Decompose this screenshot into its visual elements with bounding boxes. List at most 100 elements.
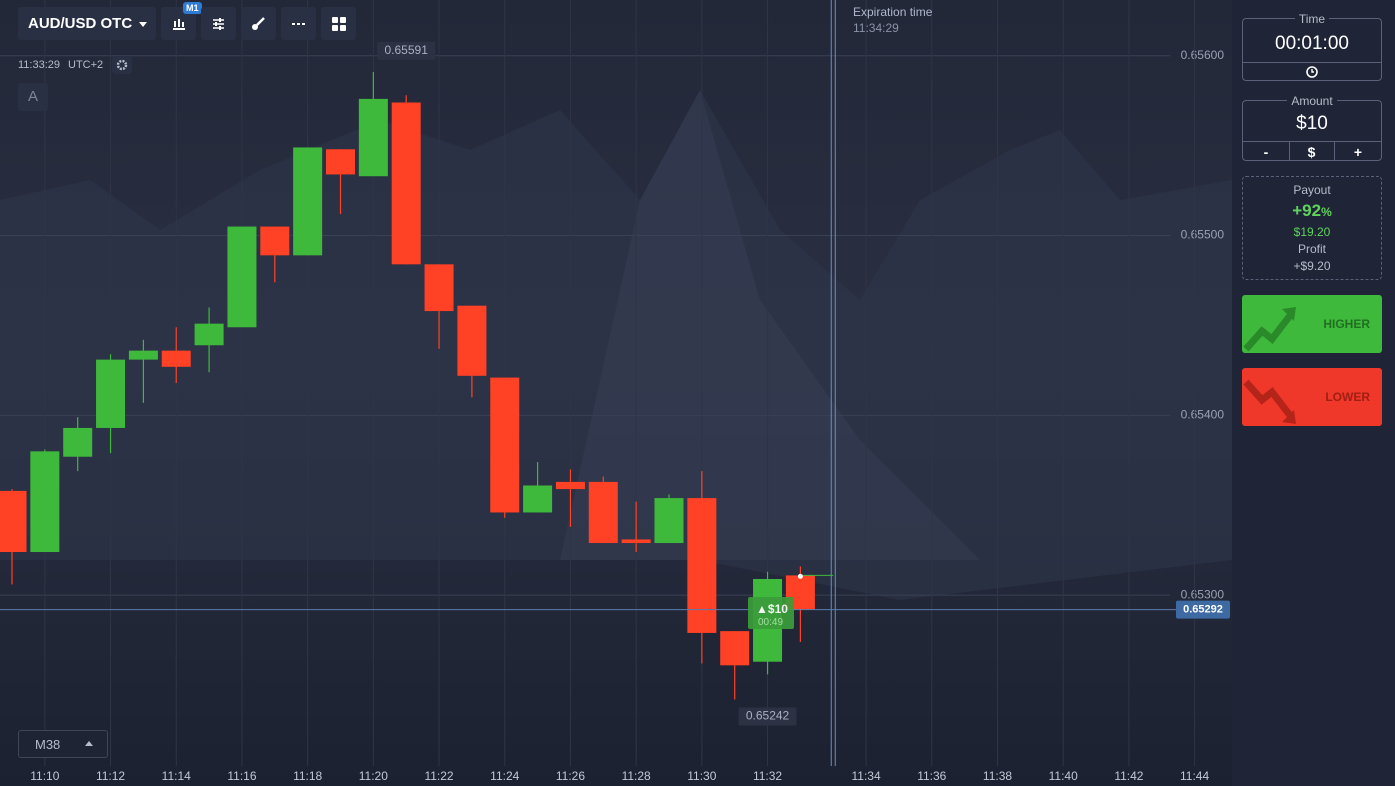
payout-percent: +92% (1243, 201, 1381, 221)
candle-body (0, 490, 27, 553)
time-clock-row[interactable] (1243, 62, 1381, 81)
gear-icon (116, 59, 128, 71)
x-tick-label: 11:44 (1180, 769, 1209, 783)
timezone-settings[interactable] (112, 56, 132, 74)
settings-button[interactable] (201, 7, 236, 40)
candle-body (621, 539, 651, 544)
sliders-icon (213, 18, 224, 30)
drawing-tool[interactable]: A (18, 83, 48, 111)
trade-countdown: 00:49 (758, 617, 784, 628)
x-tick-label: 11:28 (622, 769, 651, 783)
trade-point (797, 573, 803, 579)
candle-body (63, 427, 93, 457)
max-label: 0.65591 (385, 43, 429, 57)
draw-button[interactable] (241, 7, 276, 40)
amount-plus[interactable]: + (1353, 144, 1363, 160)
payout-percent-sign: % (1321, 205, 1332, 219)
expiration-label: Expiration time (853, 5, 933, 19)
payout-percent-value: +92 (1292, 201, 1322, 220)
trade-amount: ▲$10 (756, 602, 788, 616)
candle-body (96, 359, 126, 428)
brush-icon (252, 17, 265, 30)
expiration-time: 11:34:29 (853, 21, 899, 35)
x-tick-label: 11:38 (983, 769, 1012, 783)
amount-controls: - $ + (1243, 141, 1381, 161)
candles-icon (173, 19, 185, 30)
lower-icon (1243, 379, 1296, 424)
line-button[interactable] (281, 7, 316, 40)
current-price-label: 0.65292 (1183, 603, 1223, 615)
higher-button[interactable]: HIGHER (1242, 295, 1382, 353)
candle-body (358, 98, 388, 177)
x-tick-label: 11:10 (30, 769, 59, 783)
x-tick-label: 11:30 (687, 769, 716, 783)
x-tick-label: 11:32 (753, 769, 782, 783)
candle-body (391, 102, 421, 265)
max-label-box (377, 41, 436, 60)
amount-currency[interactable]: $ (1289, 142, 1335, 161)
y-tick-label: 0.65600 (1181, 48, 1225, 62)
trade-arrow: ▲ (756, 602, 768, 616)
mountain-peak (560, 90, 980, 560)
time-value: 00:01:00 (1275, 33, 1349, 54)
chart: 0.65300 0.65400 0.65500 0.65600 11:10 11:12 11… (0, 0, 1232, 786)
candle-body (128, 350, 158, 360)
x-tick-label: 11:18 (293, 769, 322, 783)
y-tick-label: 0.65500 (1181, 228, 1225, 242)
candle-body (654, 498, 684, 544)
time-box[interactable]: Time 00:01:00 (1242, 12, 1382, 81)
symbol: AUD/USD OTC (28, 15, 133, 32)
higher-label: HIGHER (1323, 317, 1370, 331)
clock: 11:33:29 (18, 59, 61, 71)
candle-body (194, 323, 224, 346)
layout-button[interactable] (321, 7, 356, 40)
candle-body (161, 350, 191, 367)
amount-label-text: Amount (1287, 94, 1337, 108)
timeframe-badge: M1 (183, 2, 202, 14)
time-label: Time (1243, 12, 1381, 26)
candle-body (260, 226, 290, 256)
chart-type-button[interactable]: M1 (161, 2, 202, 40)
min-label: 0.65242 (746, 709, 790, 723)
candle-body (424, 264, 454, 312)
amount-box[interactable]: Amount $10 - $ + (1242, 94, 1382, 161)
indicator-selector[interactable]: M38 (18, 730, 108, 758)
amount-minus[interactable]: - (1243, 142, 1290, 161)
trade-amount-value: $10 (767, 602, 788, 616)
min-label-box (738, 707, 797, 726)
lower-label: LOWER (1325, 390, 1370, 404)
amount-value: $10 (1296, 113, 1328, 134)
candle-body (457, 305, 487, 376)
indicator-arrow (85, 741, 93, 746)
candle-body (555, 481, 585, 490)
grid-icon (332, 17, 346, 31)
lower-button[interactable]: LOWER (1242, 368, 1382, 426)
y-tick-label: 0.65400 (1181, 408, 1225, 422)
current-price-box (1176, 600, 1230, 619)
x-tick-label: 11:16 (227, 769, 256, 783)
x-tick-label: 11:12 (96, 769, 125, 783)
x-tick-label: 11:42 (1114, 769, 1143, 783)
payout-box: Payout +92% $19.20 Profit +$9.20 (1242, 176, 1382, 280)
candle-body (490, 377, 520, 513)
candle-body (30, 451, 60, 553)
profit-amount: +$9.20 (1293, 259, 1331, 273)
higher-icon (1243, 307, 1296, 352)
symbol-selector[interactable]: AUD/USD OTC (18, 7, 156, 40)
candle-body (523, 485, 553, 513)
x-tick-label: 11:24 (490, 769, 519, 783)
payout-amount: $19.20 (1293, 225, 1331, 239)
x-tick-label: 11:36 (917, 769, 946, 783)
y-tick-label: 0.65300 (1181, 587, 1225, 601)
sidebar: Time 00:01:00 Amount $10 - $ + Payout +9… (1232, 0, 1395, 786)
x-tick-label: 11:20 (359, 769, 388, 783)
time-label-text: Time (1294, 12, 1330, 26)
candle-body (720, 631, 750, 666)
amount-label: Amount (1243, 94, 1381, 108)
trade-marker[interactable]: ▲$10 00:49 (748, 597, 794, 629)
x-tick-label: 11:34 (852, 769, 881, 783)
candle-body (326, 149, 355, 175)
indicator: M38 (35, 737, 61, 752)
x-tick-label: 11:14 (162, 769, 191, 783)
